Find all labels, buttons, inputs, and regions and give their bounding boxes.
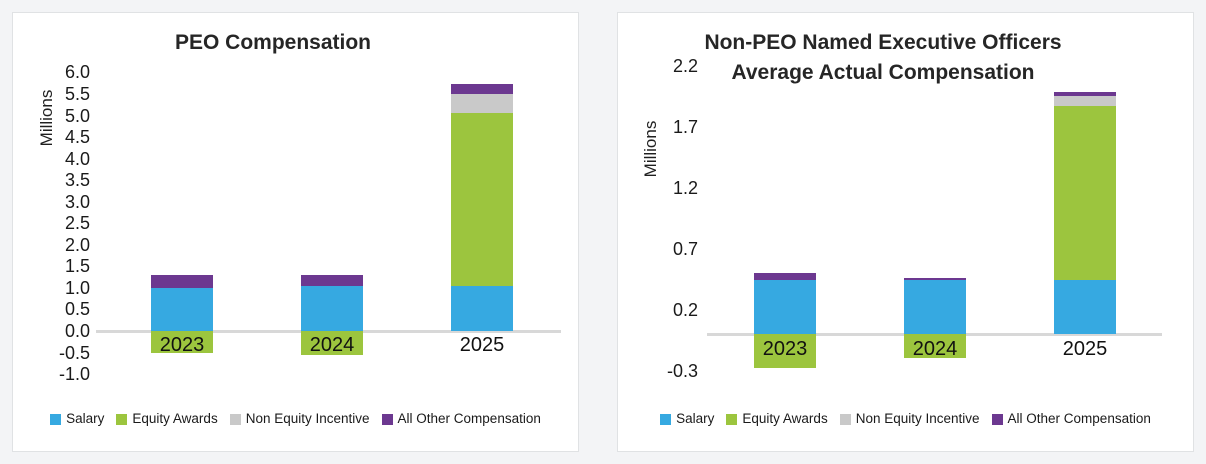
y-axis-tick-label: 5.0 <box>64 105 90 126</box>
bar-2024-equity-awards <box>301 331 363 355</box>
bar-2023-salary <box>151 287 213 331</box>
legend-item-non-equity-incentive: Non Equity Incentive <box>839 411 980 427</box>
non-equity-incentive-swatch-icon <box>229 413 241 425</box>
bar-2024-all-other-compensation <box>904 277 966 281</box>
y-axis-tick-label: 0.2 <box>672 299 698 320</box>
equity-awards-swatch-icon <box>726 413 738 425</box>
y-axis-tick-label: 4.5 <box>64 127 90 148</box>
category-label-2025: 2025 <box>1062 338 1108 360</box>
peo-compensation-chart: PEO Compensation Millions 6.0 5.5 5.0 4.5 4.… <box>12 12 579 452</box>
y-axis-tick-label: 2.5 <box>64 213 90 234</box>
y-axis-tick-label: 1.5 <box>64 256 90 277</box>
category-label-2023: 2023 <box>762 338 808 360</box>
category-label-2024: 2024 <box>309 334 355 356</box>
bar-2023-equity-awards <box>151 331 213 353</box>
bar-2025-non-equity-incentive <box>451 93 513 114</box>
bar-2024-equity-awards <box>904 334 966 359</box>
bar-2023-all-other-compensation <box>151 274 213 288</box>
bar-2023-all-other-compensation <box>754 273 816 281</box>
legend-item-all-other-compensation: All Other Compensation <box>381 411 541 427</box>
y-axis-tick-label: -1.0 <box>58 364 90 385</box>
category-label-2025: 2025 <box>459 334 505 356</box>
chart-title: PEO Compensation <box>13 28 533 58</box>
legend-label: All Other Compensation <box>397 411 541 426</box>
y-axis-tick-label: 5.5 <box>64 83 90 104</box>
bar-2025-salary <box>1054 280 1116 334</box>
y-axis-tick-label: -0.5 <box>58 342 90 363</box>
chart-title: Non-PEO Named Executive Officers Average… <box>618 28 1148 88</box>
salary-swatch-icon <box>50 413 62 425</box>
y-axis-tick-label: 1.0 <box>64 277 90 298</box>
bar-2025-all-other-compensation <box>451 84 513 94</box>
category-label-2024: 2024 <box>912 338 958 360</box>
legend: Salary Equity Awards Non Equity Incentive A… <box>618 411 1193 427</box>
y-axis-tick-label: 0.0 <box>64 321 90 341</box>
legend-label: Non Equity Incentive <box>245 411 370 426</box>
all-other-compensation-swatch-icon <box>381 413 393 425</box>
bar-2025-equity-awards <box>451 113 513 286</box>
y-axis-tick-label: 4.0 <box>64 148 90 169</box>
bar-2025-equity-awards <box>1054 105 1116 281</box>
category-label-2023: 2023 <box>159 334 205 356</box>
legend-label: Salary <box>66 411 105 426</box>
bar-2024-salary <box>301 285 363 331</box>
y-axis-tick-label: 1.2 <box>672 177 698 198</box>
all-other-compensation-swatch-icon <box>991 413 1003 425</box>
legend-item-equity-awards: Equity Awards <box>726 411 828 427</box>
legend-item-salary: Salary <box>660 411 714 427</box>
y-axis-tick-label: 0.5 <box>64 299 90 320</box>
legend-item-salary: Salary <box>50 411 104 427</box>
chart-title-line-2: Average Actual Compensation <box>731 61 1035 84</box>
bar-2024-all-other-compensation <box>301 274 363 286</box>
equity-awards-swatch-icon <box>116 413 128 425</box>
y-axis-tick-label: 0.7 <box>672 238 698 259</box>
legend: Salary Equity Awards Non Equity Incentive A… <box>13 411 578 427</box>
bar-2023-equity-awards <box>754 334 816 369</box>
y-axis-tick-label: 2.2 <box>672 55 698 76</box>
bar-2025-all-other-compensation <box>1054 92 1116 97</box>
non-equity-incentive-swatch-icon <box>839 413 851 425</box>
legend-item-equity-awards: Equity Awards <box>116 411 218 427</box>
legend-item-non-equity-incentive: Non Equity Incentive <box>229 411 370 427</box>
y-axis-tick-label: -0.3 <box>666 360 698 381</box>
legend-label: Non Equity Incentive <box>855 411 980 426</box>
bar-2024-salary <box>904 280 966 334</box>
non-peo-compensation-chart: Non-PEO Named Executive Officers Average… <box>617 12 1194 452</box>
plot-area: 2.2 1.7 1.2 0.7 0.2 -0.3 2023 2024 2025 <box>618 13 1193 451</box>
bar-2023-salary <box>754 280 816 334</box>
y-axis-tick-label: 6.0 <box>64 62 90 83</box>
salary-swatch-icon <box>660 413 672 425</box>
plot-area: 6.0 5.5 5.0 4.5 4.0 3.5 3.0 2.5 2.0 1.5 1.0 0.5 0.0-… <box>13 13 578 451</box>
legend-label: All Other Compensation <box>1007 411 1151 426</box>
y-axis-tick-label: 1.7 <box>672 116 698 137</box>
y-axis-tick-label: 3.5 <box>64 170 90 191</box>
chart-title-line-1: Non-PEO Named Executive Officers <box>704 31 1062 54</box>
bar-2025-salary <box>451 285 513 331</box>
legend-label: Equity Awards <box>742 411 828 426</box>
y-axis-tick-label: 2.0 <box>64 234 90 255</box>
y-axis-tick-label: 3.0 <box>64 191 90 212</box>
chart-title-line-1: PEO Compensation <box>174 31 372 54</box>
legend-label: Equity Awards <box>132 411 218 426</box>
bar-2025-non-equity-incentive <box>1054 96 1116 106</box>
legend-item-all-other-compensation: All Other Compensation <box>991 411 1151 427</box>
legend-label: Salary <box>676 411 715 426</box>
